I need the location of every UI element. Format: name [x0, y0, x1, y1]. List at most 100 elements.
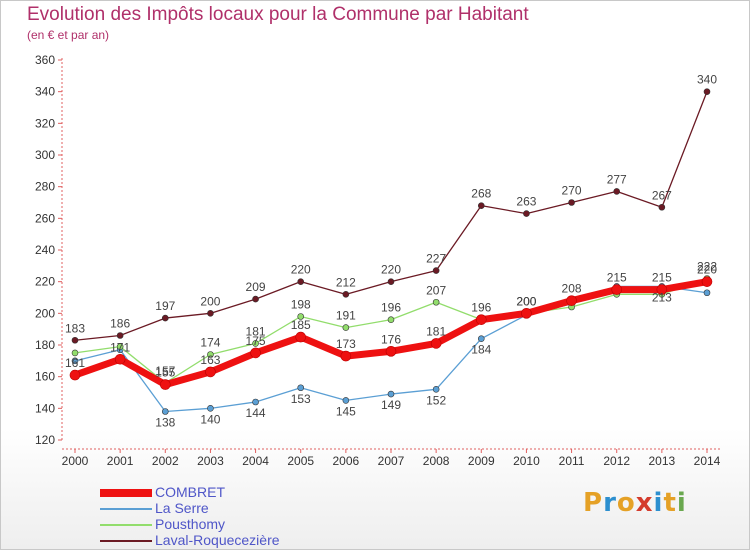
data-label: 174 — [200, 336, 220, 350]
x-tick-label: 2001 — [107, 454, 134, 468]
data-point — [701, 276, 713, 287]
y-tick-label: 280 — [35, 180, 55, 194]
x-tick-label: 2002 — [152, 454, 179, 468]
data-label: 144 — [246, 406, 266, 420]
data-label: 155 — [155, 366, 175, 380]
data-point — [477, 202, 485, 209]
data-label: 196 — [381, 301, 401, 315]
chart-title: Evolution des Impôts locaux pour la Comm… — [27, 4, 529, 25]
legend-swatch — [100, 508, 152, 510]
data-point — [658, 203, 666, 211]
logo-letter: x — [635, 488, 654, 518]
data-point — [342, 324, 350, 331]
data-point — [432, 298, 440, 306]
data-point — [295, 331, 307, 343]
data-label: 207 — [426, 283, 446, 297]
data-point — [387, 316, 395, 323]
data-point — [613, 188, 621, 195]
logo-letter: i — [676, 488, 687, 518]
logo-letter: t — [663, 488, 677, 518]
data-point — [114, 353, 126, 365]
data-label: 208 — [562, 282, 582, 296]
data-label: 215 — [607, 271, 627, 285]
data-point — [205, 366, 216, 378]
logo-letter: P — [583, 488, 604, 518]
data-point — [432, 386, 440, 393]
data-point — [207, 310, 214, 317]
data-label: 145 — [336, 404, 356, 418]
legend-item: Pousthomy — [100, 516, 400, 533]
data-label: 267 — [652, 188, 672, 202]
legend-label: La Serre — [155, 500, 209, 516]
x-tick-label: 2006 — [333, 454, 360, 468]
data-point — [69, 369, 81, 381]
legend-swatch — [100, 524, 152, 526]
data-label: 196 — [471, 301, 491, 315]
x-tick-label: 2014 — [694, 454, 721, 468]
data-label: 183 — [65, 321, 85, 335]
y-tick-label: 200 — [35, 306, 55, 320]
data-point — [71, 336, 79, 344]
y-tick-label: 240 — [35, 243, 55, 257]
data-label: 175 — [246, 334, 266, 348]
data-label: 153 — [291, 392, 311, 406]
data-label: 227 — [426, 252, 446, 266]
legend: COMBRET La Serre Pousthomy Laval-Roqueceziè… — [100, 484, 400, 549]
x-tick-label: 2007 — [378, 454, 405, 468]
y-tick-label: 340 — [35, 85, 55, 99]
data-label: 186 — [110, 317, 130, 331]
logo-letter: i — [653, 488, 664, 518]
data-label: 161 — [65, 356, 85, 370]
x-tick-label: 2003 — [197, 454, 224, 468]
data-point — [252, 295, 259, 303]
data-point — [297, 384, 305, 392]
data-point — [523, 210, 530, 217]
x-tick-label: 2000 — [62, 454, 89, 468]
data-label: 140 — [200, 412, 220, 426]
x-tick-label: 2011 — [559, 454, 585, 468]
y-tick-label: 160 — [35, 370, 55, 384]
y-tick-label: 360 — [35, 53, 55, 67]
data-label: 181 — [426, 324, 446, 338]
x-tick-label: 2004 — [242, 454, 269, 468]
x-tick-label: 2010 — [513, 454, 540, 468]
data-point — [297, 278, 305, 285]
data-label: 220 — [291, 263, 311, 277]
data-label: 220 — [697, 263, 717, 277]
data-point — [521, 308, 532, 319]
legend-item: COMBRET — [100, 484, 400, 501]
data-point — [71, 357, 79, 365]
data-point — [159, 379, 171, 390]
data-label: 152 — [426, 393, 446, 407]
data-point — [116, 332, 124, 339]
data-label: 191 — [336, 309, 356, 323]
data-point — [250, 347, 261, 359]
y-tick-label: 260 — [35, 211, 55, 225]
data-label: 263 — [516, 195, 536, 209]
data-point — [432, 267, 440, 274]
chart-subtitle: (en € et par an) — [27, 28, 110, 42]
data-label: 215 — [652, 271, 672, 285]
legend-item: Laval-Roquecezière — [100, 532, 400, 549]
x-tick-label: 2005 — [287, 454, 314, 468]
data-point — [611, 284, 623, 295]
data-point — [207, 351, 214, 358]
chart-point-labels: 183 186 197 200 209 220 212 220 227 268 263 270 277 2… — [65, 73, 717, 430]
data-point — [566, 295, 577, 306]
data-point — [342, 397, 350, 404]
data-label: 200 — [200, 294, 220, 308]
legend-item: La Serre — [100, 500, 400, 517]
y-tick-label: 220 — [35, 275, 55, 289]
data-label: 171 — [110, 340, 130, 354]
data-label: 184 — [471, 343, 491, 357]
data-label: 220 — [381, 263, 401, 277]
data-point — [207, 405, 214, 412]
chart-lines — [69, 88, 713, 415]
data-point — [340, 350, 352, 362]
data-point — [656, 284, 668, 295]
data-point — [161, 408, 169, 415]
data-point — [477, 335, 485, 342]
data-point — [252, 340, 259, 347]
data-point — [252, 398, 259, 406]
